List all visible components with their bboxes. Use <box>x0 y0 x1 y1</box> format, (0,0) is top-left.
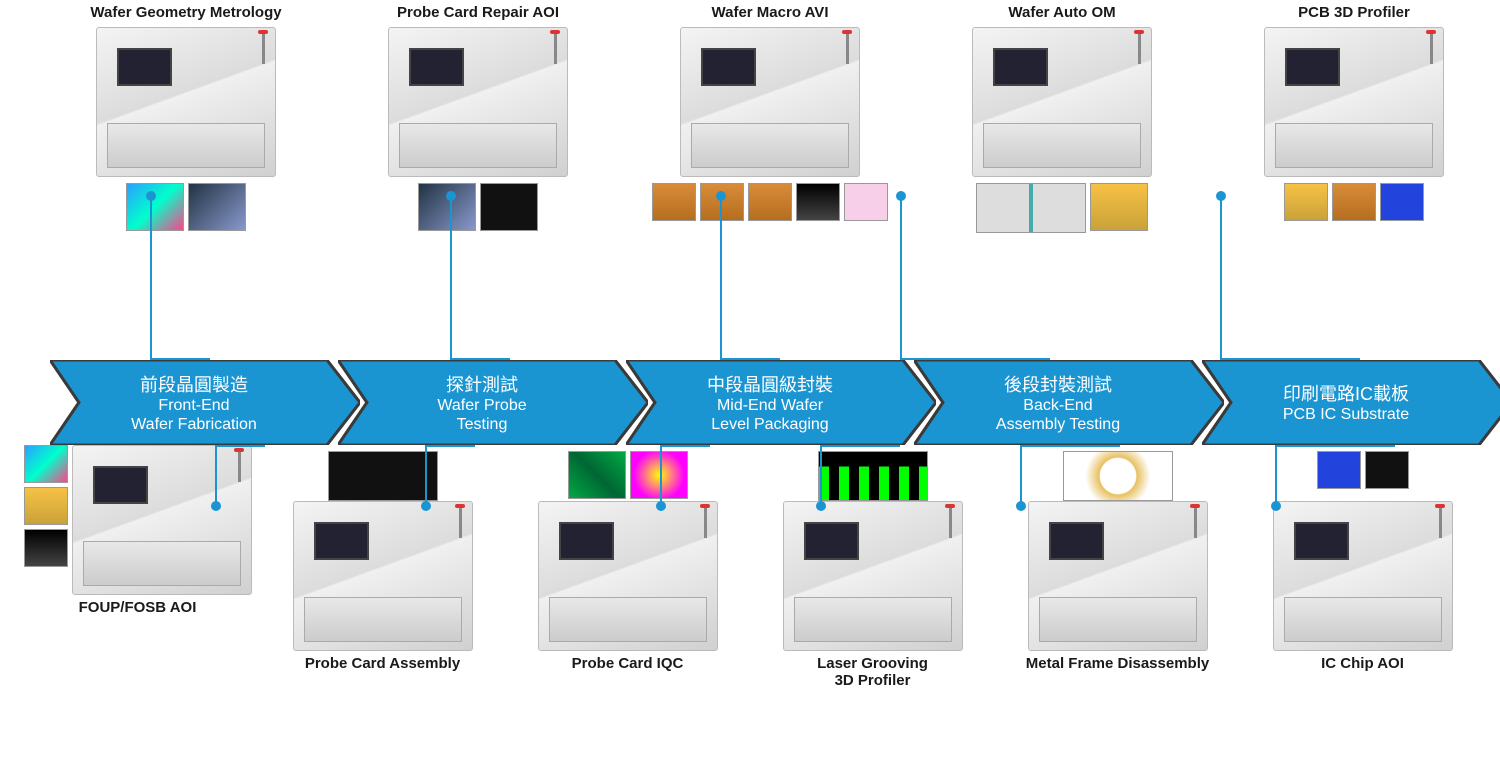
sample-group: Optical Alignment Images <box>328 451 438 501</box>
sample-thumbnail: Bubble <box>796 183 840 221</box>
equipment-title: Probe Card Repair AOI <box>397 0 559 27</box>
connector-line <box>450 195 510 360</box>
flow-label-cn: 中段晶圓級封裝 <box>707 371 833 397</box>
equipment-image <box>972 27 1152 177</box>
equipment-title: Laser Grooving 3D Profiler <box>817 651 928 695</box>
connector-dot <box>656 501 666 511</box>
equipment-title: Probe Card IQC <box>572 651 684 678</box>
flow-arrow-2: 中段晶圓級封裝 Mid-End Wafer Level Packaging <box>626 360 936 445</box>
connector-dot <box>1016 501 1026 511</box>
connector-line <box>1275 445 1395 505</box>
equipment-title: Wafer Macro AVI <box>712 0 829 27</box>
side-sample-group: 門框翹曲排骨架變形螺絲狀態 <box>24 445 68 567</box>
equipment-title: Probe Card Assembly <box>305 651 460 678</box>
flow-arrow-4: 印刷電路IC載板 PCB IC Substrate <box>1202 360 1500 445</box>
flow-label-en: Front-End Wafer Fabrication <box>131 397 257 434</box>
sample-thumbnail: 粗糙度量測 <box>1380 183 1424 221</box>
flow-label-en: Back-End Assembly Testing <box>996 397 1120 434</box>
connector-line <box>215 445 265 505</box>
equipment-image <box>680 27 860 177</box>
connector-line <box>900 195 1050 360</box>
connector-line <box>660 445 710 505</box>
flow-label-cn: 探針測試 <box>446 371 518 397</box>
connector-dot <box>816 501 826 511</box>
equipment-image <box>538 501 718 651</box>
equipment-title: Wafer Auto OM <box>1008 0 1115 27</box>
flow-label-en: Wafer Probe Testing <box>437 397 526 434</box>
equipment-image <box>1264 27 1444 177</box>
equipment-title: Metal Frame Disassembly <box>1026 651 1209 678</box>
connector-dot <box>421 501 431 511</box>
connector-line <box>1220 195 1360 360</box>
connector-dot <box>716 191 726 201</box>
connector-dot <box>1216 191 1226 201</box>
sample-thumbnail: PCB電子元件檢測 <box>568 451 626 499</box>
flow-label-en: PCB IC Substrate <box>1283 406 1409 424</box>
equipment-image <box>388 27 568 177</box>
connector-line <box>720 195 780 360</box>
connector-line <box>820 445 900 505</box>
connector-dot <box>446 191 456 201</box>
sample-thumbnail: 螺絲狀態 <box>24 529 68 567</box>
flow-label-cn: 後段封裝測試 <box>1004 371 1112 397</box>
connector-line <box>150 195 210 360</box>
sample-thumbnail: CD Measurement <box>1090 183 1148 231</box>
equipment-image <box>783 501 963 651</box>
flow-label-en: Mid-End Wafer Level Packaging <box>711 397 828 434</box>
equipment-title: Wafer Geometry Metrology <box>90 0 281 27</box>
equipment-image <box>293 501 473 651</box>
connector-dot <box>211 501 221 511</box>
sample-thumbnail: Chipping <box>652 183 696 221</box>
equipment-title: FOUP/FOSB AOI <box>79 595 197 622</box>
equipment-title: IC Chip AOI <box>1321 651 1404 678</box>
connector-line <box>1020 445 1120 505</box>
connector-dot <box>146 191 156 201</box>
sample-thumbnail: 排骨架變形 <box>24 487 68 525</box>
flow-label-cn: 前段晶圓製造 <box>140 371 248 397</box>
sample-thumbnail: 門框翹曲 <box>24 445 68 483</box>
equipment-title: PCB 3D Profiler <box>1298 0 1410 27</box>
process-flow-arrows: 前段晶圓製造 Front-End Wafer Fabrication 探針測試 … <box>50 360 1490 445</box>
sample-thumbnail: Contamination <box>844 183 888 221</box>
flow-arrow-0: 前段晶圓製造 Front-End Wafer Fabrication <box>50 360 360 445</box>
connector-line <box>425 445 475 505</box>
flow-label-cn: 印刷電路IC載板 <box>1283 380 1409 406</box>
flow-arrow-3: 後段封裝測試 Back-End Assembly Testing <box>914 360 1224 445</box>
connector-dot <box>896 191 906 201</box>
sample-thumbnail: Optical Alignment Images <box>328 451 438 501</box>
equipment-image <box>1273 501 1453 651</box>
bottom-item-2: PCB電子元件檢測 螺絲高度量測 Probe Card IQC <box>505 445 750 760</box>
flow-arrow-1: 探針測試 Wafer Probe Testing <box>338 360 648 445</box>
equipment-image <box>96 27 276 177</box>
equipment-image <box>1028 501 1208 651</box>
connector-dot <box>1271 501 1281 511</box>
